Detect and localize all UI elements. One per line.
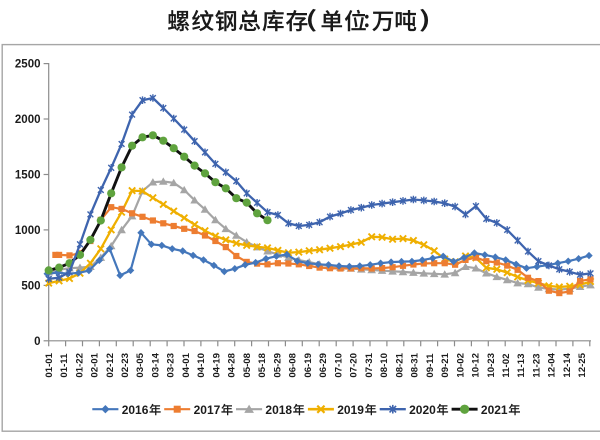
svg-text:12-14: 12-14 [562,352,573,377]
svg-text:06-29: 06-29 [318,353,329,378]
svg-text:2021: 2021 [481,403,508,417]
svg-text:11-13: 11-13 [516,354,527,378]
svg-text:04-28: 04-28 [227,352,238,377]
svg-text:05-29: 05-29 [272,353,283,378]
svg-text:10-12: 10-12 [471,353,482,378]
svg-text:11-02: 11-02 [501,354,512,378]
svg-text:12-04: 12-04 [547,352,558,377]
svg-text:07-10: 07-10 [333,353,344,378]
svg-text:09-11: 09-11 [425,353,436,378]
svg-text:11-23: 11-23 [532,354,543,378]
svg-text:2019: 2019 [337,403,364,417]
svg-text:2016: 2016 [122,403,149,417]
svg-text:2500: 2500 [15,59,41,71]
svg-text:2020: 2020 [409,403,436,417]
svg-text:01-11: 01-11 [59,353,70,378]
svg-text:10-02: 10-02 [455,353,466,378]
svg-text:500: 500 [21,281,40,293]
svg-text:03-14: 03-14 [151,352,162,377]
svg-text:08-31: 08-31 [410,352,421,377]
svg-text:0: 0 [34,336,40,348]
svg-text:07-20: 07-20 [349,353,360,378]
svg-text:02-23: 02-23 [120,353,131,378]
svg-text:02-12: 02-12 [105,353,116,378]
svg-text:06-08: 06-08 [288,352,299,377]
svg-text:06-19: 06-19 [303,353,314,378]
svg-text:02-01: 02-01 [90,352,101,377]
svg-text:08-21: 08-21 [394,352,405,377]
svg-text:01-22: 01-22 [74,353,85,378]
svg-text:1500: 1500 [15,170,41,182]
svg-text:07-31: 07-31 [364,352,375,377]
svg-text:08-10: 08-10 [379,353,390,378]
svg-text:04-01: 04-01 [181,352,192,377]
svg-text:09-21: 09-21 [440,352,451,377]
svg-text:05-08: 05-08 [242,352,253,377]
svg-text:04-19: 04-19 [211,353,222,378]
svg-text:04-10: 04-10 [196,353,207,378]
svg-text:12-25: 12-25 [577,352,588,377]
svg-text:01-01: 01-01 [44,352,55,377]
svg-text:2017: 2017 [194,403,221,417]
svg-text:10-23: 10-23 [486,353,497,378]
svg-text:2018: 2018 [265,403,292,417]
svg-text:03-05: 03-05 [135,352,146,377]
svg-text:05-18: 05-18 [257,352,268,377]
svg-text:1000: 1000 [15,225,41,237]
svg-text:03-23: 03-23 [166,353,177,378]
svg-text:2000: 2000 [15,114,41,126]
